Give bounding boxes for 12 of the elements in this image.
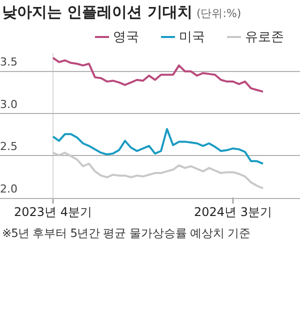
- text: ※5년 후부터 5년간 평균 물가상승률 예상치 기준: [1, 225, 252, 241]
- x-tick-label: 2024년 3분기: [194, 204, 272, 219]
- chart-title: 낮아지는 인플레이션 기대치: [2, 3, 192, 22]
- y-tick-label: 2.5: [0, 140, 18, 154]
- legend-label: 미국: [179, 29, 205, 46]
- chart-subtitle: (단위:%): [196, 6, 242, 21]
- x-tick-label: 2023년 4분기: [14, 204, 92, 219]
- legend-label: 영국: [113, 29, 139, 46]
- y-tick-label: 3.5: [0, 55, 18, 68]
- y-tick-label: 2.0: [0, 182, 18, 196]
- legend-label: 유로존: [245, 29, 284, 46]
- y-tick-label: 3.0: [0, 98, 18, 111]
